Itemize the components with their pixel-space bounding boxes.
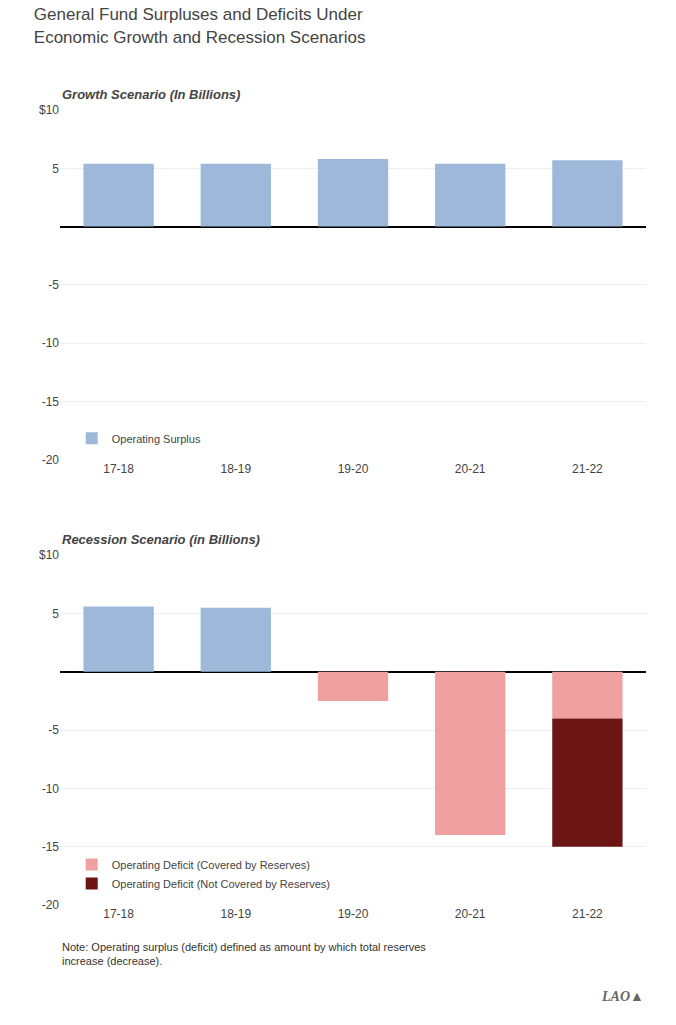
svg-text:-5: -5 — [48, 723, 59, 737]
svg-text:18-19: 18-19 — [220, 462, 251, 476]
svg-text:-20: -20 — [42, 453, 60, 467]
svg-text:Operating Deficit (Covered by: Operating Deficit (Covered by Reserves) — [112, 859, 310, 871]
svg-text:17-18: 17-18 — [103, 907, 134, 921]
svg-text:Operating Surplus: Operating Surplus — [112, 433, 201, 445]
svg-text:$10: $10 — [39, 103, 59, 117]
svg-text:-15: -15 — [42, 840, 60, 854]
svg-text:$10: $10 — [39, 548, 59, 562]
svg-text:Operating Deficit (Not Covered: Operating Deficit (Not Covered by Reserv… — [112, 878, 330, 890]
svg-text:LAO▲: LAO▲ — [601, 989, 644, 1004]
svg-text:5: 5 — [52, 607, 59, 621]
svg-text:5: 5 — [52, 162, 59, 176]
svg-text:General Fund Surpluses and Def: General Fund Surpluses and Deficits Unde… — [34, 5, 366, 46]
svg-text:-10: -10 — [42, 336, 60, 350]
svg-text:-10: -10 — [42, 782, 60, 796]
svg-text:Recession Scenario (in Billion: Recession Scenario (in Billions) — [62, 532, 260, 547]
svg-text:19-20: 19-20 — [338, 462, 369, 476]
svg-text:21-22: 21-22 — [572, 462, 603, 476]
svg-text:Note: Operating surplus (defic: Note: Operating surplus (deficit) define… — [62, 941, 426, 967]
svg-text:21-22: 21-22 — [572, 907, 603, 921]
svg-text:20-21: 20-21 — [455, 907, 486, 921]
svg-text:18-19: 18-19 — [220, 907, 251, 921]
svg-text:-15: -15 — [42, 395, 60, 409]
svg-text:Growth Scenario (In Billions): Growth Scenario (In Billions) — [62, 87, 240, 102]
svg-text:17-18: 17-18 — [103, 462, 134, 476]
svg-text:19-20: 19-20 — [338, 907, 369, 921]
svg-text:-20: -20 — [42, 898, 60, 912]
svg-text:20-21: 20-21 — [455, 462, 486, 476]
svg-text:-5: -5 — [48, 278, 59, 292]
